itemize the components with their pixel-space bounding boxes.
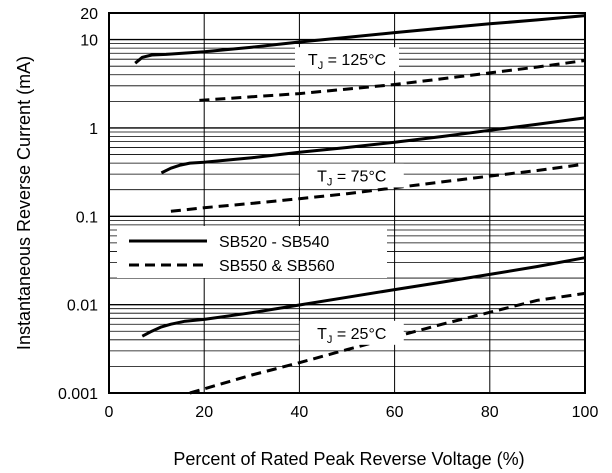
x-axis-title: Percent of Rated Peak Reverse Voltage (%… [173, 449, 524, 469]
tick-labels: 0 20 40 60 80 100 0.001 0.01 0.1 1 10 20 [58, 6, 598, 421]
series-curves [134, 14, 586, 395]
plot-frame [108, 12, 586, 394]
x-tick-label-0: 0 [105, 404, 114, 421]
series-1-curve-1 [170, 162, 586, 213]
series-0-curve-1 [160, 116, 586, 175]
temperature-annotations: TJ = 125°C TJ = 75°C TJ = 25°C [295, 47, 404, 346]
legend-label-sb550-sb560: SB550 & SB560 [219, 258, 335, 275]
annotation-bg-tj125 [295, 47, 399, 72]
y-axis-title: Instantaneous Reverse Current (mA) [14, 56, 34, 350]
x-tick-label-2: 40 [291, 404, 309, 421]
y-tick-label-5: 20 [80, 6, 98, 23]
x-tick-label-5: 100 [572, 404, 599, 421]
series-0-curve-2 [141, 256, 586, 338]
x-tick-label-3: 60 [386, 404, 404, 421]
y-tick-label-0: 0.001 [58, 386, 98, 403]
y-tick-label-4: 10 [80, 33, 98, 50]
annotation-tj125: TJ = 125°C [308, 52, 386, 72]
legend-background [117, 226, 387, 278]
annotation-bg-tj25 [299, 320, 404, 345]
legend: SB520 - SB540 SB550 & SB560 [117, 226, 387, 278]
y-tick-label-3: 1 [89, 121, 98, 138]
x-tick-label-4: 80 [481, 404, 499, 421]
x-tick-label-1: 20 [195, 404, 213, 421]
annotation-tj75: TJ = 75°C [317, 168, 386, 188]
series-0-curve-0 [134, 14, 586, 65]
annotation-bg-tj75 [299, 163, 404, 188]
legend-label-sb520-sb540: SB520 - SB540 [219, 234, 329, 251]
series-1-curve-0 [199, 59, 586, 102]
grid [109, 13, 585, 393]
annotation-tj25: TJ = 25°C [317, 326, 386, 346]
y-tick-label-2: 0.1 [76, 209, 98, 226]
y-tick-label-1: 0.01 [67, 298, 98, 315]
